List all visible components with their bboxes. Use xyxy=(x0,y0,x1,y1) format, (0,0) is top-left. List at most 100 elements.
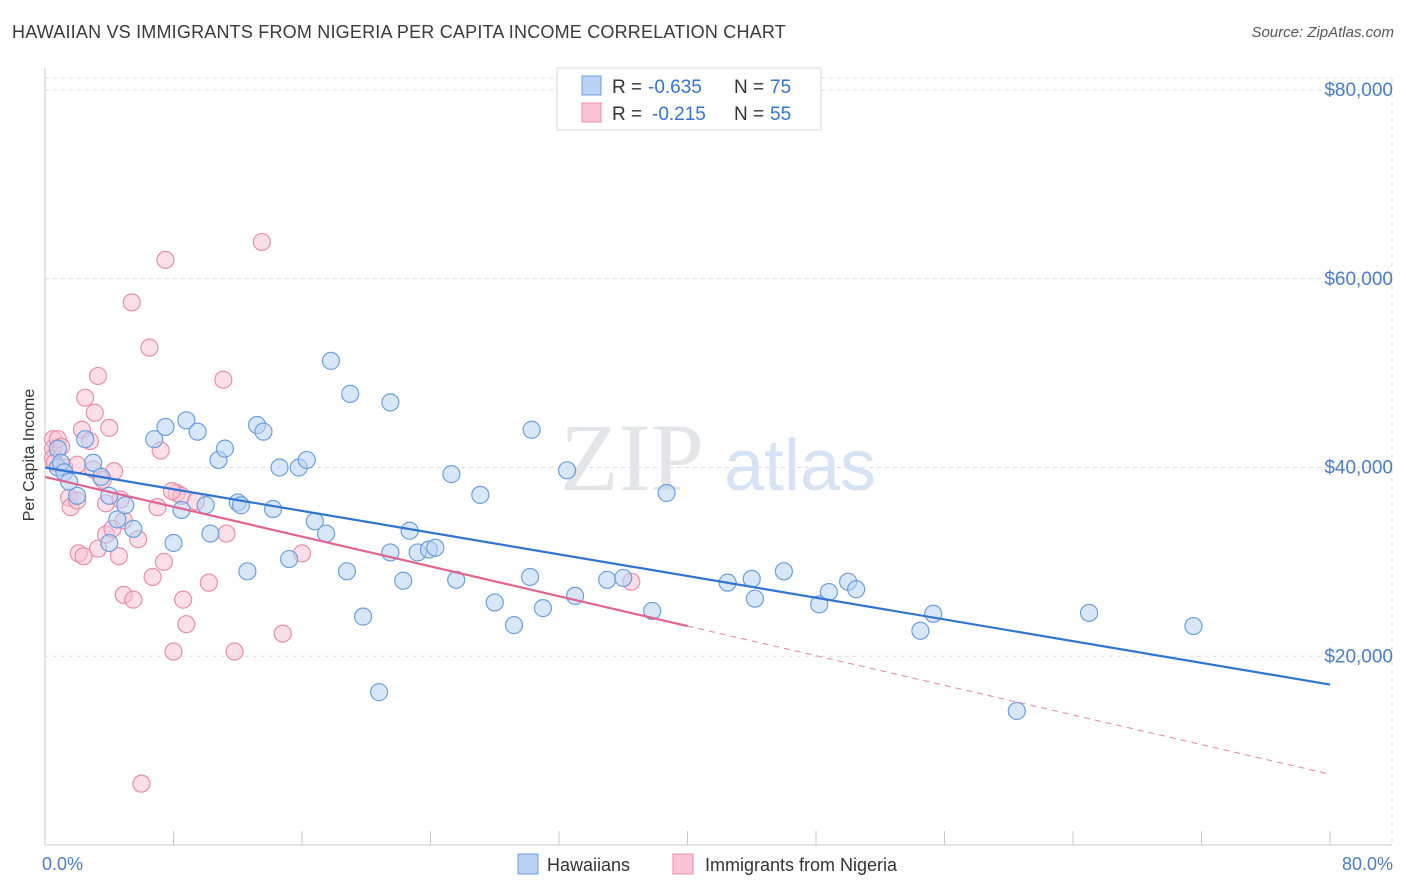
hawaiian-point-54 xyxy=(522,420,541,439)
hawaiian-point-69 xyxy=(847,580,866,599)
nigeria-point-23 xyxy=(100,418,119,437)
y-axis-label: Per Capita Income xyxy=(21,389,38,522)
chart-title: HAWAIIAN VS IMMIGRANTS FROM NIGERIA PER … xyxy=(12,22,786,42)
hawaiian-point-60 xyxy=(643,601,662,621)
nigeria-point-46 xyxy=(199,573,218,592)
nigeria-point-40 xyxy=(164,642,183,661)
hawaiian-point-70 xyxy=(911,621,930,640)
hawaiian-point-65 xyxy=(774,562,793,581)
hawaiian-point-53 xyxy=(520,567,540,587)
hawaiian-point-42 xyxy=(381,393,400,412)
hawaiian-point-28 xyxy=(254,422,273,441)
hawaiian-point-21 xyxy=(201,524,220,543)
hawaiian-point-39 xyxy=(353,607,373,626)
hawaiian-point-36 xyxy=(321,351,341,370)
legend-top-r-value-2: -0.215 xyxy=(652,104,706,125)
legend-top-swatch-blue xyxy=(581,75,602,96)
nigeria-trend-line xyxy=(44,475,688,628)
legend-top-r-value-1: -0.635 xyxy=(648,77,702,98)
chart-source: Source: ZipAtlas.com xyxy=(1251,24,1394,41)
series-nigeria-points xyxy=(43,232,641,793)
x-tick-label-0: 0.0% xyxy=(42,854,83,874)
hawaiian-point-51 xyxy=(485,593,504,612)
hawaiian-point-16 xyxy=(164,533,183,553)
hawaiian-point-40 xyxy=(370,683,389,702)
y-tick-label-3: $80,000 xyxy=(1324,80,1393,101)
legend-top-n-value-1: 75 xyxy=(770,77,791,98)
hawaiian-point-48 xyxy=(442,465,461,484)
nigeria-point-44 xyxy=(177,615,196,634)
hawaiian-point-61 xyxy=(657,483,676,503)
nigeria-point-13 xyxy=(74,547,93,566)
hawaiian-point-29 xyxy=(263,499,283,519)
legend-bottom-swatch-blue xyxy=(517,853,539,875)
watermark: ZIP atlas xyxy=(560,404,876,511)
hawaiian-point-71 xyxy=(924,604,943,623)
legend-top-n-value-2: 55 xyxy=(770,104,791,125)
nigeria-point-43 xyxy=(174,590,193,609)
hawaiian-point-31 xyxy=(280,549,299,569)
legend-bottom-label-hawaiians: Hawaiians xyxy=(547,855,630,875)
hawaiian-point-50 xyxy=(471,485,490,504)
hawaiian-point-74 xyxy=(1184,616,1203,636)
hawaiian-point-23 xyxy=(215,439,234,458)
legend-top-swatch-pink xyxy=(581,102,602,123)
nigeria-point-14 xyxy=(76,388,95,407)
hawaiian-point-11 xyxy=(108,510,127,529)
hawaiian-point-52 xyxy=(504,616,524,635)
nigeria-trend-extension xyxy=(687,625,1331,775)
hawaiian-point-20 xyxy=(196,496,215,515)
series-hawaiians-points xyxy=(48,351,1203,721)
y-tick-label-2: $60,000 xyxy=(1324,269,1393,290)
hawaiian-point-30 xyxy=(270,458,289,477)
hawaiian-point-58 xyxy=(598,570,617,589)
y-tick-label-0: $20,000 xyxy=(1324,646,1393,667)
nigeria-point-26 xyxy=(109,547,128,566)
nigeria-point-30 xyxy=(122,293,141,312)
hawaiian-point-55 xyxy=(533,599,553,618)
legend-top: R = -0.635 N = 75 R = -0.215 N = 55 xyxy=(556,67,822,131)
hawaiian-point-56 xyxy=(557,461,577,480)
legend-top-r-label-1: R = xyxy=(612,77,647,98)
legend-bottom: Hawaiians Immigrants from Nigeria xyxy=(517,853,898,875)
trend-lines xyxy=(44,466,1331,775)
hawaiian-point-64 xyxy=(745,589,765,608)
watermark-atlas: atlas xyxy=(724,426,876,506)
nigeria-point-54 xyxy=(162,481,181,501)
nigeria-point-48 xyxy=(217,524,236,543)
legend-top-n-label-1: N = xyxy=(734,77,769,98)
hawaiian-point-7 xyxy=(84,453,103,472)
hawaiians-trend-line xyxy=(44,466,1331,686)
hawaiian-point-12 xyxy=(116,496,135,515)
hawaiian-point-37 xyxy=(337,562,357,581)
hawaiian-point-15 xyxy=(156,417,175,437)
nigeria-point-51 xyxy=(273,624,292,643)
hawaiian-point-14 xyxy=(145,430,164,449)
hawaiian-point-43 xyxy=(394,571,413,590)
hawaiian-point-26 xyxy=(238,562,257,581)
legend-top-r-label-2: R = xyxy=(612,104,647,125)
grid-lines xyxy=(45,77,1393,845)
nigeria-point-34 xyxy=(140,338,159,357)
nigeria-point-35 xyxy=(143,567,162,587)
nigeria-point-49 xyxy=(225,642,244,661)
hawaiian-point-72 xyxy=(1007,701,1026,721)
nigeria-point-47 xyxy=(214,370,233,389)
axes xyxy=(44,68,1392,846)
nigeria-point-50 xyxy=(252,232,271,252)
nigeria-point-19 xyxy=(88,366,108,386)
hawaiian-point-19 xyxy=(188,422,207,441)
watermark-zip: ZIP xyxy=(560,404,704,511)
hawaiian-point-18 xyxy=(177,411,196,430)
hawaiian-point-33 xyxy=(297,450,316,470)
y-tick-labels: $20,000 $40,000 $60,000 $80,000 xyxy=(1324,80,1393,667)
x-tick-labels: 0.0% 80.0% xyxy=(42,854,1393,874)
nigeria-point-31 xyxy=(124,590,143,609)
nigeria-point-33 xyxy=(132,774,151,793)
hawaiian-point-47 xyxy=(426,538,445,557)
legend-top-n-label-2: N = xyxy=(734,104,769,125)
hawaiian-point-73 xyxy=(1079,603,1099,622)
hawaiian-point-59 xyxy=(614,568,633,588)
y-tick-label-1: $40,000 xyxy=(1324,458,1393,479)
